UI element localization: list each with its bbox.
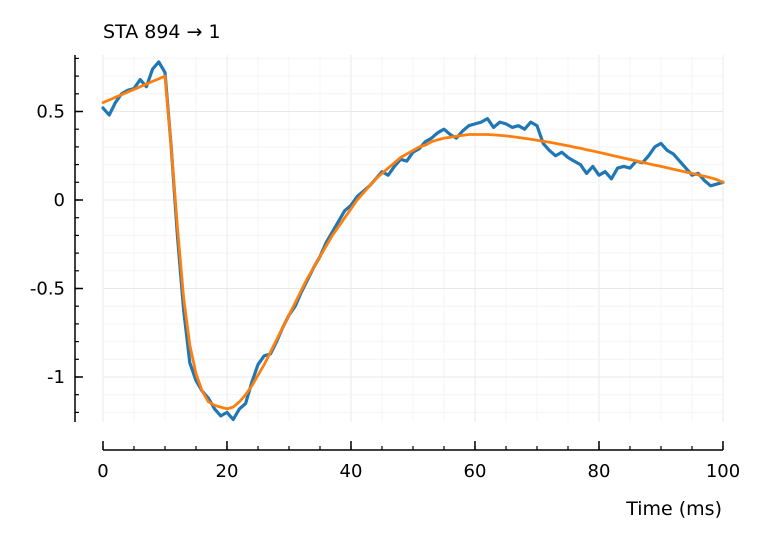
x-axis-label: Time (ms) [625, 498, 722, 520]
y-tick-label: 0 [54, 190, 65, 211]
x-tick-label: 0 [97, 461, 108, 482]
plot-grid [102, 55, 724, 422]
chart-title: STA 894 → 1 [103, 21, 221, 43]
y-tick-label: -0.5 [30, 279, 65, 300]
x-tick-label: 100 [706, 461, 740, 482]
x-tick-label: 40 [340, 461, 363, 482]
plot-axes: 0.5 0 -0.5 -1 0 20 40 60 80 100 [30, 55, 740, 482]
y-tick-label: 0.5 [36, 102, 65, 123]
plot-series [101, 60, 725, 422]
y-tick-label: -1 [47, 367, 65, 388]
x-tick-label: 80 [588, 461, 611, 482]
x-tick-label: 60 [464, 461, 487, 482]
x-tick-label: 20 [216, 461, 239, 482]
series-line-fit [101, 74, 725, 411]
